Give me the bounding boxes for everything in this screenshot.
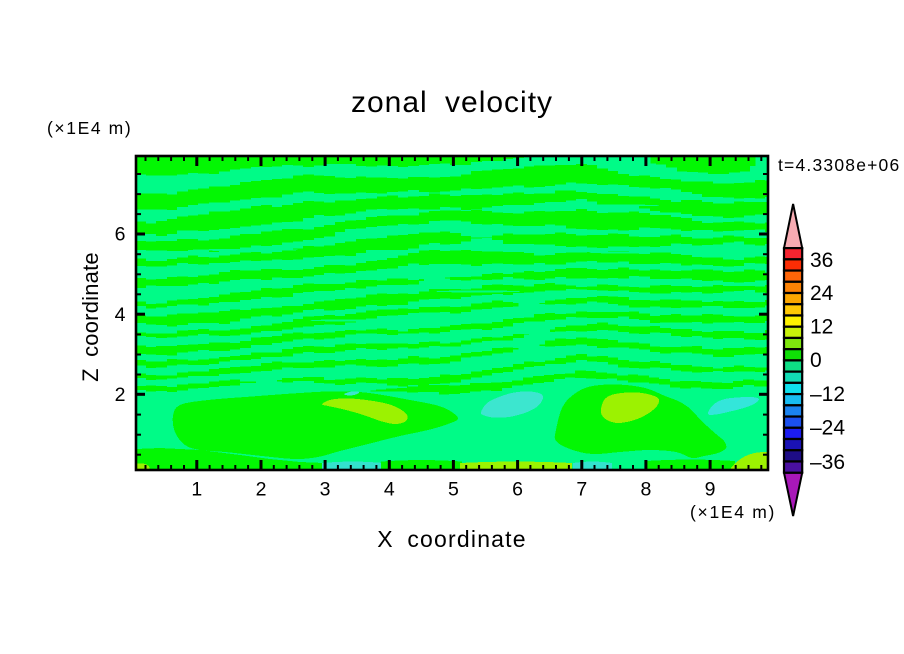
svg-text:–24: –24: [810, 417, 845, 440]
svg-text:X coordinate: X coordinate: [377, 526, 527, 552]
svg-text:0: 0: [810, 349, 822, 372]
svg-text:4: 4: [384, 479, 395, 501]
svg-text:(×1E4 m): (×1E4 m): [690, 502, 776, 522]
svg-text:12: 12: [810, 316, 833, 339]
svg-text:7: 7: [576, 479, 587, 501]
svg-text:6: 6: [512, 479, 523, 501]
svg-text:4: 4: [115, 304, 126, 326]
svg-text:–36: –36: [810, 451, 845, 474]
svg-text:24: 24: [810, 282, 834, 305]
svg-text:36: 36: [810, 249, 833, 272]
svg-text:Z coordinate: Z coordinate: [78, 252, 103, 382]
svg-text:8: 8: [640, 479, 651, 501]
svg-text:2: 2: [115, 384, 126, 406]
svg-text:t=4.3308e+06: t=4.3308e+06: [778, 155, 900, 175]
svg-text:zonal velocity: zonal velocity: [351, 86, 553, 119]
svg-text:5: 5: [448, 479, 459, 501]
svg-text:(×1E4 m): (×1E4 m): [47, 118, 132, 138]
svg-text:6: 6: [115, 224, 126, 246]
svg-text:1: 1: [191, 479, 202, 501]
svg-text:–12: –12: [810, 383, 845, 406]
svg-text:9: 9: [705, 479, 716, 501]
svg-text:3: 3: [320, 479, 331, 501]
svg-text:2: 2: [256, 479, 267, 501]
